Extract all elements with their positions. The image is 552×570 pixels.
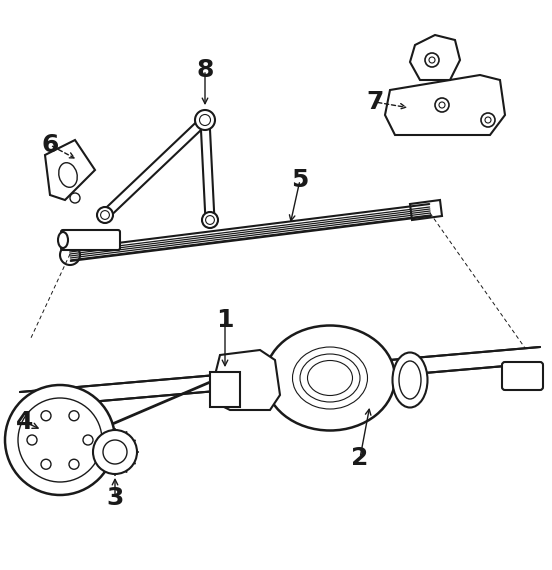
Text: 2: 2 [351, 446, 369, 470]
Circle shape [41, 459, 51, 469]
Circle shape [435, 98, 449, 112]
Text: 8: 8 [197, 58, 214, 82]
Ellipse shape [265, 325, 395, 430]
Circle shape [41, 411, 51, 421]
Circle shape [103, 440, 127, 464]
Circle shape [195, 110, 215, 130]
Circle shape [481, 113, 495, 127]
Text: 4: 4 [17, 410, 34, 434]
Circle shape [100, 210, 109, 219]
Circle shape [69, 411, 79, 421]
Circle shape [429, 57, 435, 63]
Circle shape [199, 115, 210, 125]
Circle shape [27, 435, 37, 445]
Text: 3: 3 [107, 486, 124, 510]
FancyBboxPatch shape [502, 362, 543, 390]
Text: 1: 1 [216, 308, 233, 332]
Circle shape [93, 430, 137, 474]
Polygon shape [410, 35, 460, 80]
Circle shape [69, 459, 79, 469]
Circle shape [205, 215, 214, 225]
Circle shape [5, 385, 115, 495]
Polygon shape [215, 350, 280, 410]
Polygon shape [102, 117, 208, 218]
FancyBboxPatch shape [61, 230, 120, 250]
Circle shape [202, 212, 218, 228]
Ellipse shape [58, 232, 68, 248]
Ellipse shape [399, 361, 421, 399]
Text: 6: 6 [41, 133, 59, 157]
Ellipse shape [392, 352, 427, 408]
Ellipse shape [59, 162, 77, 188]
Circle shape [485, 117, 491, 123]
FancyBboxPatch shape [210, 372, 240, 407]
Text: 5: 5 [291, 168, 309, 192]
Circle shape [439, 102, 445, 108]
Circle shape [83, 435, 93, 445]
Polygon shape [45, 140, 95, 200]
Circle shape [97, 207, 113, 223]
Circle shape [70, 193, 80, 203]
Polygon shape [200, 120, 215, 220]
Circle shape [18, 398, 102, 482]
Text: 7: 7 [367, 90, 384, 114]
Circle shape [425, 53, 439, 67]
Polygon shape [385, 75, 505, 135]
